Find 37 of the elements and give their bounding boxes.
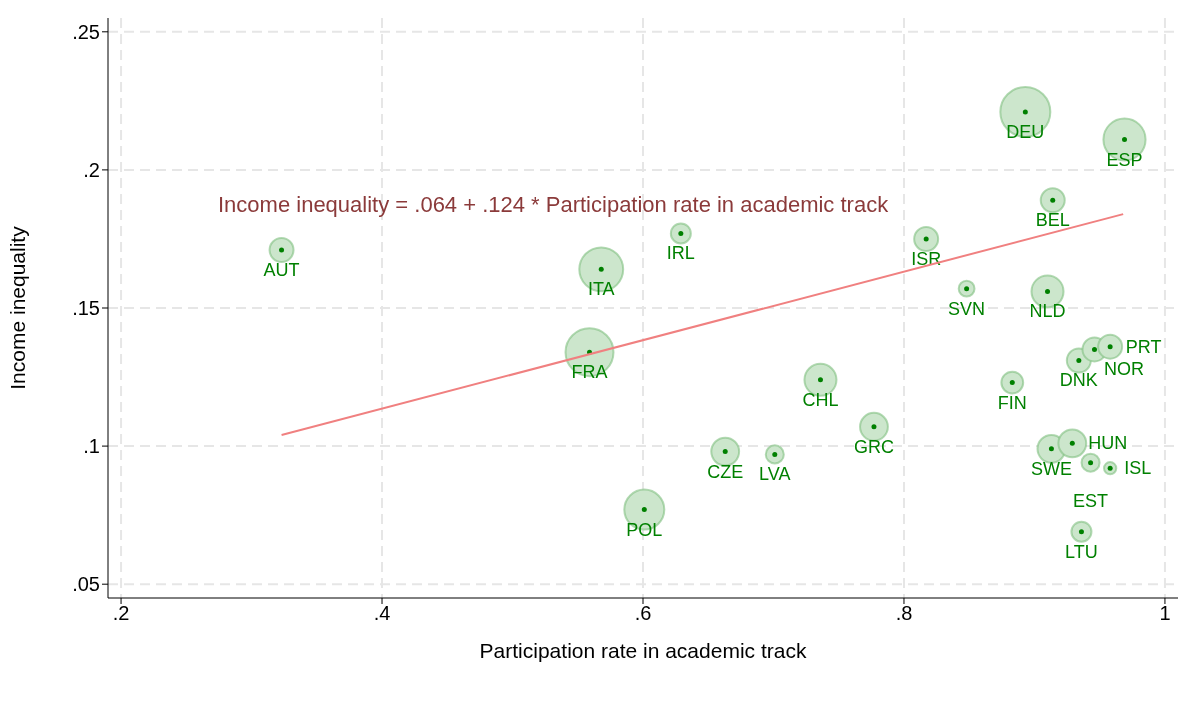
data-label: PRT <box>1125 336 1162 357</box>
data-label: DNK <box>1059 370 1098 391</box>
x-axis-title: Participation rate in academic track <box>479 639 807 662</box>
y-tick-label: .1 <box>83 435 100 458</box>
y-tick-label: .05 <box>72 573 100 596</box>
data-label: EST <box>1073 490 1109 511</box>
data-label: AUT <box>263 260 300 280</box>
data-label: SVN <box>948 298 986 319</box>
x-tick-label: .4 <box>373 602 391 625</box>
data-label: CHL <box>802 389 839 410</box>
data-label: FRA <box>571 362 608 383</box>
data-label: SWE <box>1030 458 1072 479</box>
data-label: ISL <box>1124 458 1152 479</box>
data-label: POL <box>626 519 663 540</box>
data-label: FIN <box>997 392 1027 413</box>
x-tick-label: .2 <box>112 602 130 625</box>
y-tick-label: .25 <box>72 20 100 43</box>
data-label: LVA <box>759 464 791 485</box>
x-tick-label: .8 <box>895 602 913 625</box>
data-label: ITA <box>587 279 615 300</box>
data-label: LTU <box>1065 541 1098 562</box>
y-axis-title: Income inequality <box>6 225 30 390</box>
data-label: NOR <box>1103 359 1144 380</box>
data-label: IRL <box>666 243 695 264</box>
data-label: NLD <box>1029 301 1066 322</box>
y-tick-label: .2 <box>83 159 100 181</box>
x-tick-label: .6 <box>634 602 652 625</box>
x-tick-label: 1 <box>1159 602 1171 625</box>
data-label: ESP <box>1106 149 1143 170</box>
data-label: DEU <box>1006 121 1045 142</box>
y-tick-label: .15 <box>72 297 100 320</box>
data-label: ISR <box>911 248 942 269</box>
data-label: GRC <box>853 436 894 457</box>
data-label: BEL <box>1035 210 1070 231</box>
data-label: CZE <box>707 461 744 482</box>
data-label: HUN <box>1088 433 1128 454</box>
annotation: Income inequality = .064 + .124 * Participation rate in academic track <box>218 192 889 218</box>
